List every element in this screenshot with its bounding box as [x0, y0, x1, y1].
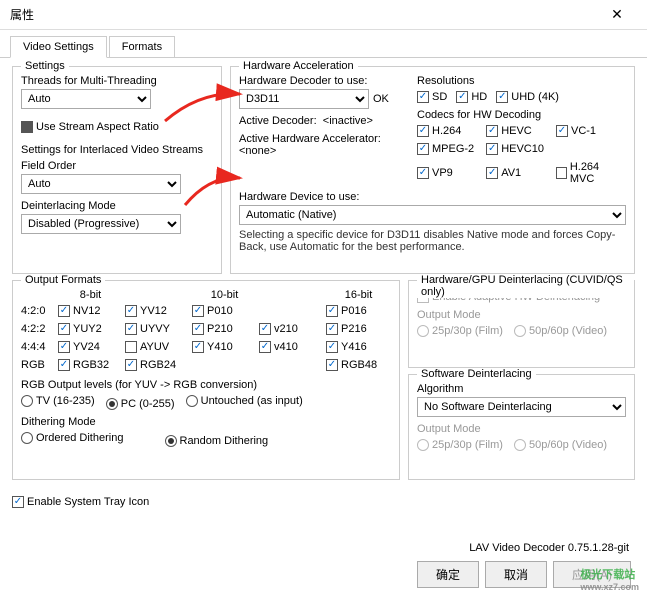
field-order-select[interactable]: Auto: [21, 174, 181, 194]
fmt-y416[interactable]: Y416: [326, 341, 385, 353]
hw-note: Selecting a specific device for D3D11 di…: [239, 229, 626, 253]
hwdeint-25p: 25p/30p (Film): [417, 325, 503, 337]
fmt-nv12[interactable]: NV12: [58, 305, 117, 317]
hw-decoder-select[interactable]: D3D11: [239, 89, 369, 109]
rgb-pc[interactable]: PC (0-255): [106, 398, 175, 410]
hwdeint-outmode-label: Output Mode: [417, 309, 626, 321]
close-button[interactable]: ✕: [597, 0, 637, 30]
active-accel-label: Active Hardware Accelerator:: [239, 133, 381, 145]
dither-label: Dithering Mode: [21, 416, 391, 428]
window-title: 属性: [10, 6, 597, 23]
settings-legend: Settings: [21, 60, 69, 72]
fmt-p010[interactable]: P010: [192, 305, 251, 317]
hw-legend: Hardware Acceleration: [239, 60, 358, 72]
hwdeint-legend: Hardware/GPU Deinterlacing (CUVID/QS onl…: [417, 274, 634, 298]
dither-random[interactable]: Random Dithering: [165, 435, 269, 447]
threads-label: Threads for Multi-Threading: [21, 75, 213, 87]
fmt-yuy2[interactable]: YUY2: [58, 323, 117, 335]
dither-ordered[interactable]: Ordered Dithering: [21, 432, 123, 444]
swdeint-algo-select[interactable]: No Software Deinterlacing: [417, 397, 626, 417]
rgb-tv[interactable]: TV (16-235): [21, 395, 95, 407]
hw-ok: OK: [373, 93, 389, 105]
deint-mode-label: Deinterlacing Mode: [21, 200, 213, 212]
outfmt-legend: Output Formats: [21, 274, 105, 286]
active-decoder-label: Active Decoder:: [239, 115, 317, 127]
fmt-p216[interactable]: P216: [326, 323, 385, 335]
codecs-label: Codecs for HW Decoding: [417, 109, 626, 121]
hw-decoder-label: Hardware Decoder to use:: [239, 75, 409, 87]
threads-select[interactable]: Auto: [21, 89, 151, 109]
deint-mode-select[interactable]: Disabled (Progressive): [21, 214, 181, 234]
rgb-untouched[interactable]: Untouched (as input): [186, 395, 303, 407]
hw-device-label: Hardware Device to use:: [239, 191, 626, 203]
codec-mpeg2[interactable]: MPEG-2: [417, 143, 474, 155]
fmt-v410[interactable]: v410: [259, 341, 318, 353]
ok-button[interactable]: 确定: [417, 561, 479, 588]
field-order-label: Field Order: [21, 160, 213, 172]
fmt-yv24[interactable]: YV24: [58, 341, 117, 353]
codec-hevc10[interactable]: HEVC10: [486, 143, 544, 155]
hw-device-select[interactable]: Automatic (Native): [239, 205, 626, 225]
swdeint-algo-label: Algorithm: [417, 383, 626, 395]
res-hd[interactable]: HD: [456, 91, 487, 103]
fmt-y410[interactable]: Y410: [192, 341, 251, 353]
swdeint-legend: Software Deinterlacing: [417, 368, 536, 380]
fmt-p210[interactable]: P210: [192, 323, 251, 335]
res-sd[interactable]: SD: [417, 91, 447, 103]
active-decoder-value: <inactive>: [323, 115, 373, 127]
fmt-p016[interactable]: P016: [326, 305, 385, 317]
fmt-rgb24[interactable]: RGB24: [125, 359, 184, 371]
rgb-levels-label: RGB Output levels (for YUV -> RGB conver…: [21, 379, 391, 391]
active-accel-value: <none>: [239, 145, 276, 157]
fmt-rgb48[interactable]: RGB48: [326, 359, 385, 371]
res-uhd[interactable]: UHD (4K): [496, 91, 559, 103]
fmt-rgb32[interactable]: RGB32: [58, 359, 117, 371]
hwdeint-50p: 50p/60p (Video): [514, 325, 607, 337]
codec-av1[interactable]: AV1: [486, 161, 544, 185]
codec-h264[interactable]: H.264: [417, 125, 474, 137]
stream-aspect-checkbox[interactable]: Use Stream Aspect Ratio: [21, 121, 159, 133]
tray-icon-checkbox[interactable]: Enable System Tray Icon: [12, 496, 149, 508]
swdeint-50p: 50p/60p (Video): [514, 439, 607, 451]
version-text: LAV Video Decoder 0.75.1.28-git: [469, 542, 629, 554]
res-label: Resolutions: [417, 75, 626, 87]
fmt-v210[interactable]: v210: [259, 323, 318, 335]
watermark: 极光下载站www.xz7.com: [580, 565, 639, 592]
fmt-ayuv[interactable]: AYUV: [125, 341, 184, 353]
tab-video-settings[interactable]: Video Settings: [10, 36, 107, 58]
swdeint-outmode-label: Output Mode: [417, 423, 626, 435]
swdeint-25p: 25p/30p (Film): [417, 439, 503, 451]
interlaced-label: Settings for Interlaced Video Streams: [21, 144, 213, 156]
fmt-yv12[interactable]: YV12: [125, 305, 184, 317]
codec-vp9[interactable]: VP9: [417, 161, 474, 185]
codec-h264mvc[interactable]: H.264 MVC: [556, 161, 620, 185]
codec-vc1[interactable]: VC-1: [556, 125, 620, 137]
tab-formats[interactable]: Formats: [109, 36, 175, 57]
cancel-button[interactable]: 取消: [485, 561, 547, 588]
codec-hevc[interactable]: HEVC: [486, 125, 544, 137]
fmt-uyvy[interactable]: UYVY: [125, 323, 184, 335]
